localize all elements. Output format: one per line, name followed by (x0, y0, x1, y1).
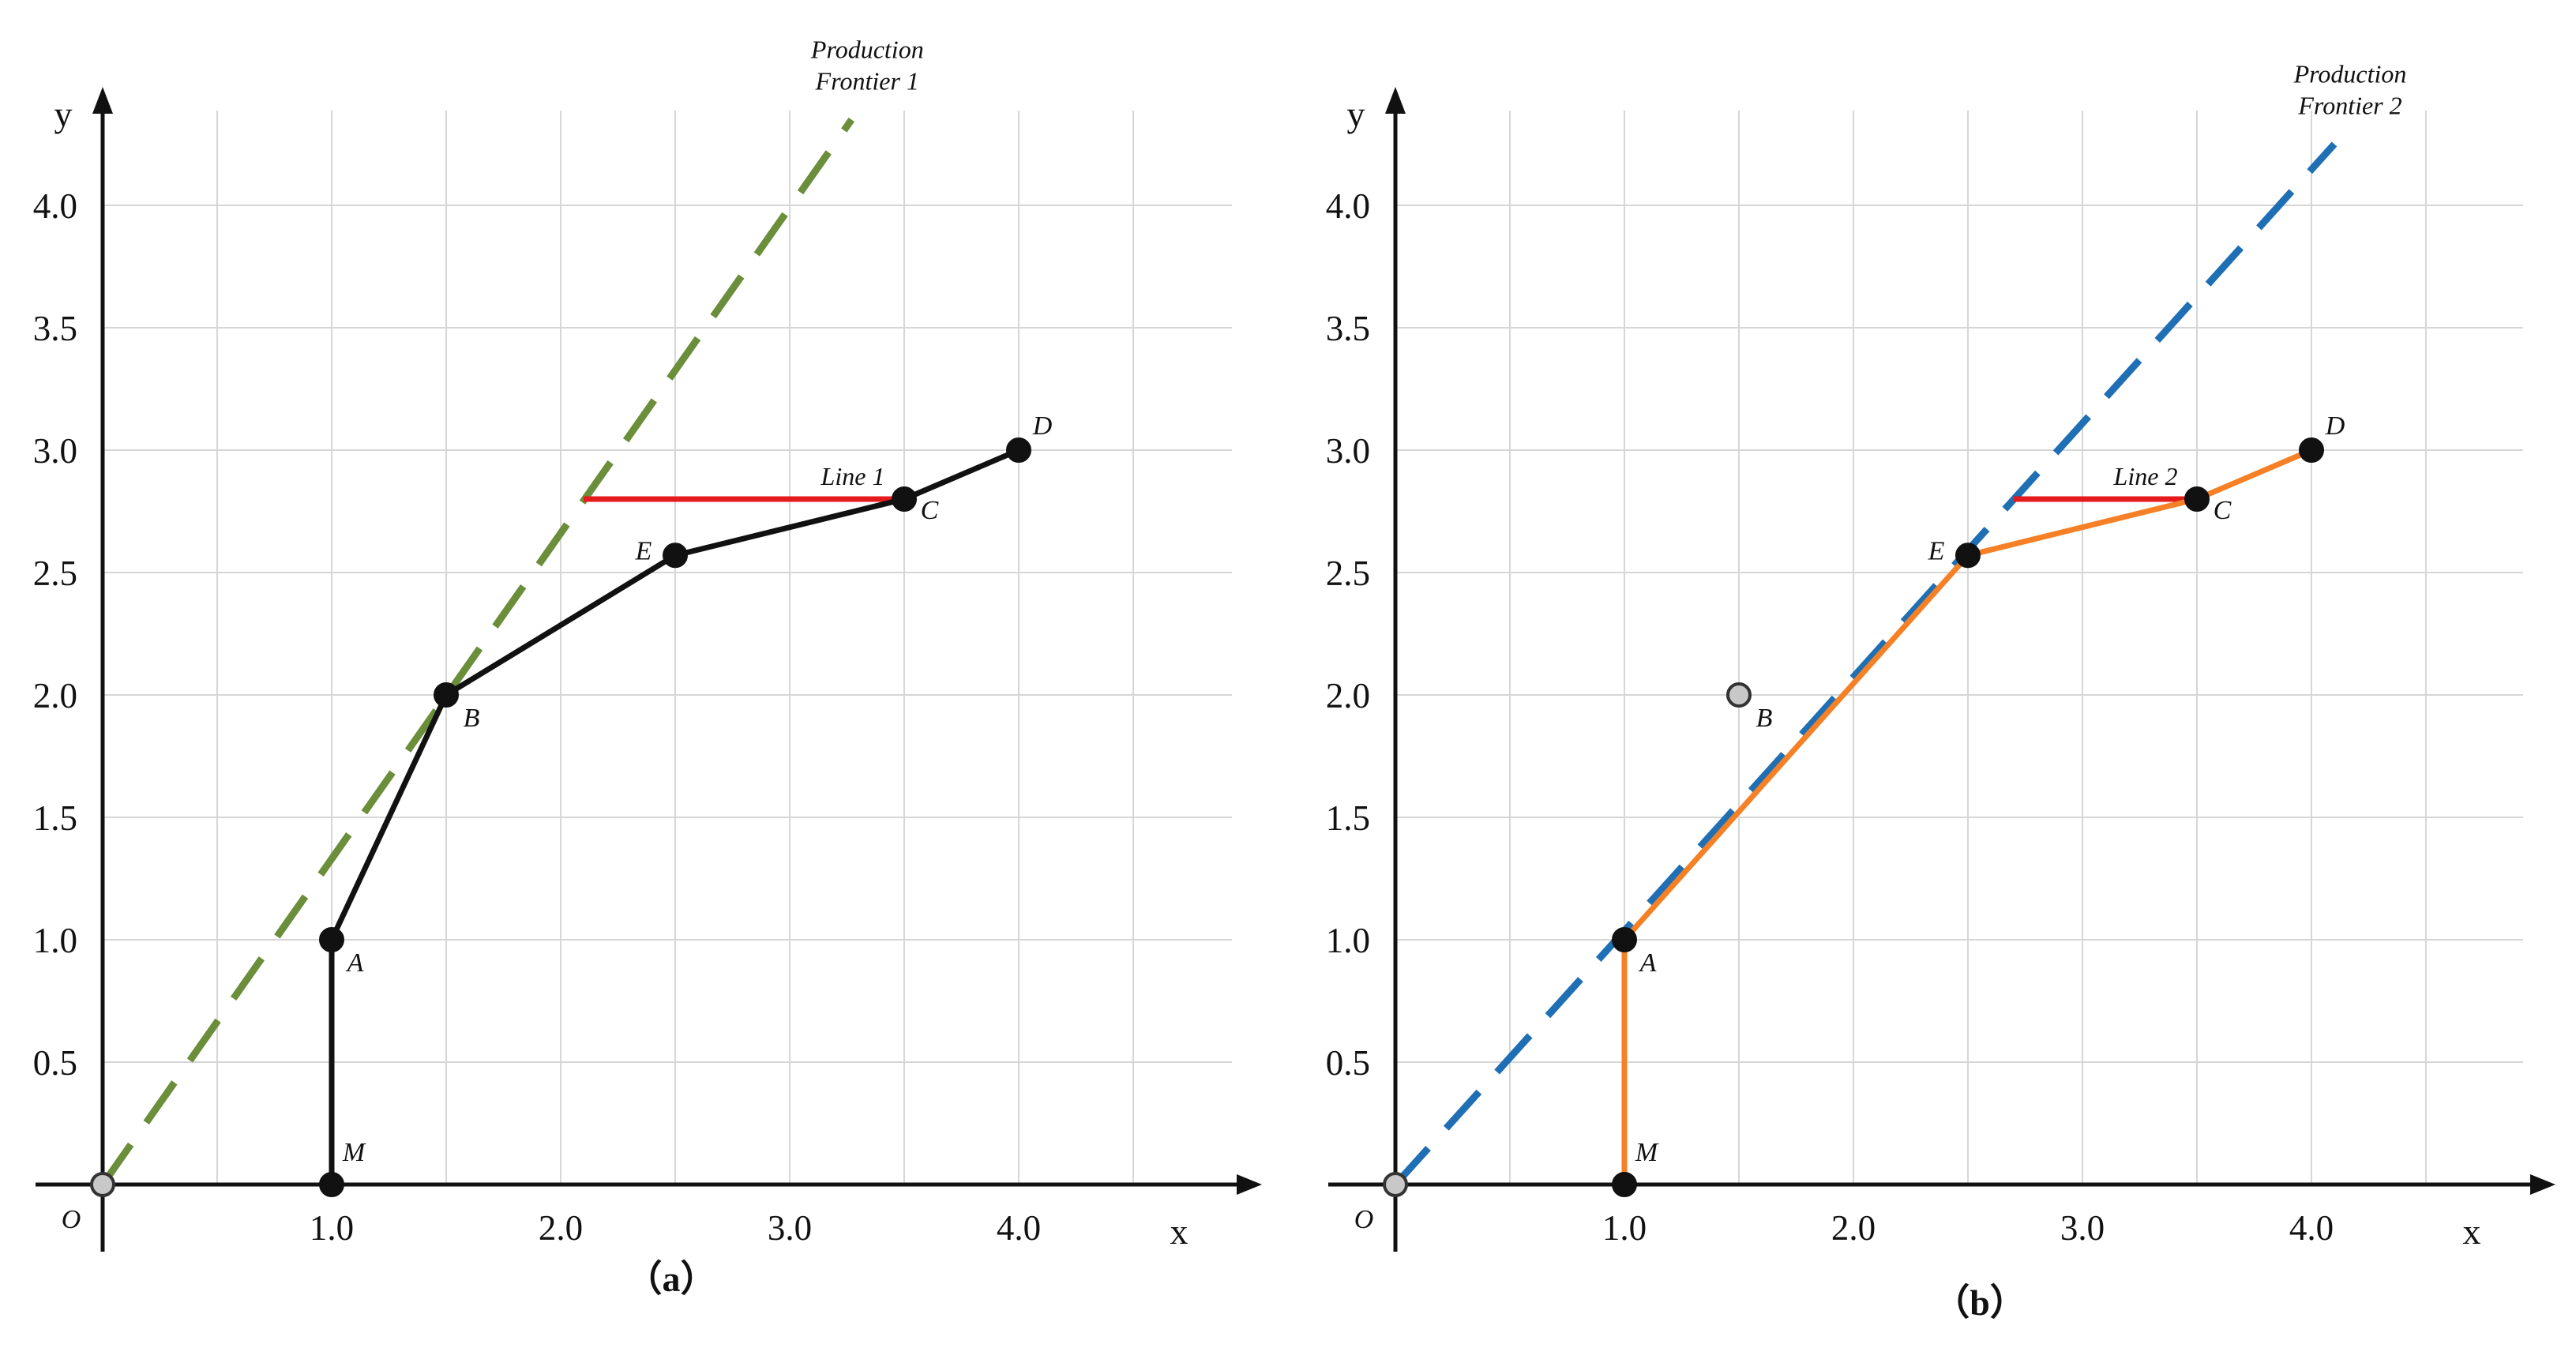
x-tick-label: 3.0 (768, 1208, 812, 1248)
x-tick-label: 1.0 (310, 1208, 354, 1248)
x-tick-label: 4.0 (997, 1208, 1041, 1248)
y-tick-label: 3.0 (33, 431, 77, 471)
point-label-e: E (635, 536, 652, 565)
point-b (1726, 682, 1752, 708)
x-axis-label: x (1170, 1211, 1188, 1252)
point-c (2184, 486, 2210, 512)
red-line-label: Line 2 (2113, 462, 2178, 490)
point-label-b: B (1756, 704, 1773, 733)
y-tick-label: 1.0 (1326, 921, 1370, 960)
frontier-label-line1: Production (810, 36, 924, 64)
point-o (90, 1172, 115, 1197)
point-label-e: E (1928, 536, 1945, 565)
frontier-label-line2: Frontier 2 (2297, 92, 2401, 120)
x-axis-arrow (1237, 1174, 1262, 1195)
x-axis-label: x (2463, 1211, 2481, 1252)
y-tick-label: 0.5 (1326, 1043, 1370, 1083)
point-label-a: A (1639, 948, 1657, 978)
point-c (892, 486, 917, 512)
point-label-c: C (2214, 496, 2232, 525)
red-line-label: Line 1 (820, 462, 885, 490)
point-label-d: D (2325, 411, 2345, 441)
y-tick-label: 0.5 (33, 1043, 77, 1083)
production-frontier-line (1392, 141, 2338, 1188)
y-axis-label: y (54, 94, 73, 134)
point-a (319, 927, 344, 952)
x-axis-arrow (2530, 1174, 2555, 1195)
point-d (2299, 437, 2324, 463)
x-tick-label: 2.0 (1831, 1208, 1876, 1248)
y-tick-label: 3.5 (1326, 309, 1370, 348)
y-tick-label: 1.5 (1326, 798, 1370, 838)
y-axis-arrow (92, 87, 113, 114)
point-label-m: M (342, 1138, 366, 1167)
panel-b: y x O 1.0 2.0 3.0 4.0 0.5 1.0 1.5 2.0 2.5 3.0 3.5 4.0 P… (1326, 60, 2555, 1323)
y-tick-label: 3.5 (33, 309, 77, 348)
y-tick-label: 1.5 (33, 798, 77, 838)
y-tick-label: 1.0 (33, 921, 77, 960)
origin-label: O (62, 1205, 81, 1234)
y-tick-label: 4.0 (33, 186, 77, 226)
y-axis-arrow (1385, 87, 1406, 114)
y-tick-label: 4.0 (1326, 186, 1370, 226)
point-label-b: B (464, 704, 480, 733)
panel-caption: （a） (626, 1259, 717, 1299)
panel-a: y x O 1.0 2.0 3.0 4.0 0.5 1.0 1.5 2.0 2.5 3.0 3.5 4.0 P… (33, 36, 1262, 1299)
y-axis-label: y (1347, 94, 1365, 134)
point-label-a: A (346, 948, 364, 978)
point-d (1006, 437, 1031, 463)
frontier-path (329, 447, 1020, 1185)
point-e (663, 543, 688, 569)
panel-caption: （b） (1933, 1282, 2026, 1323)
point-o (1383, 1172, 1408, 1197)
y-tick-label: 2.0 (33, 676, 77, 715)
y-tick-label: 2.5 (33, 554, 77, 593)
point-label-c: C (921, 496, 939, 525)
point-m (1612, 1172, 1637, 1197)
x-tick-label: 3.0 (2060, 1208, 2105, 1248)
point-label-m: M (1635, 1138, 1659, 1167)
grid (1395, 111, 2523, 1185)
y-tick-label: 3.0 (1326, 431, 1370, 471)
y-tick-label: 2.5 (1326, 554, 1370, 593)
x-tick-label: 2.0 (539, 1208, 583, 1248)
point-b (434, 682, 459, 708)
frontier-label-line1: Production (2293, 60, 2407, 88)
x-tick-label: 4.0 (2289, 1208, 2334, 1248)
point-m (319, 1172, 344, 1197)
x-tick-label: 1.0 (1602, 1208, 1647, 1248)
point-e (1955, 543, 1981, 569)
frontier-label-line2: Frontier 1 (815, 67, 919, 96)
y-tick-label: 2.0 (1326, 676, 1370, 715)
point-a (1612, 927, 1637, 952)
grid (103, 111, 1232, 1185)
origin-label: O (1354, 1205, 1374, 1234)
point-label-d: D (1032, 411, 1053, 441)
production-frontier-line (100, 117, 854, 1187)
